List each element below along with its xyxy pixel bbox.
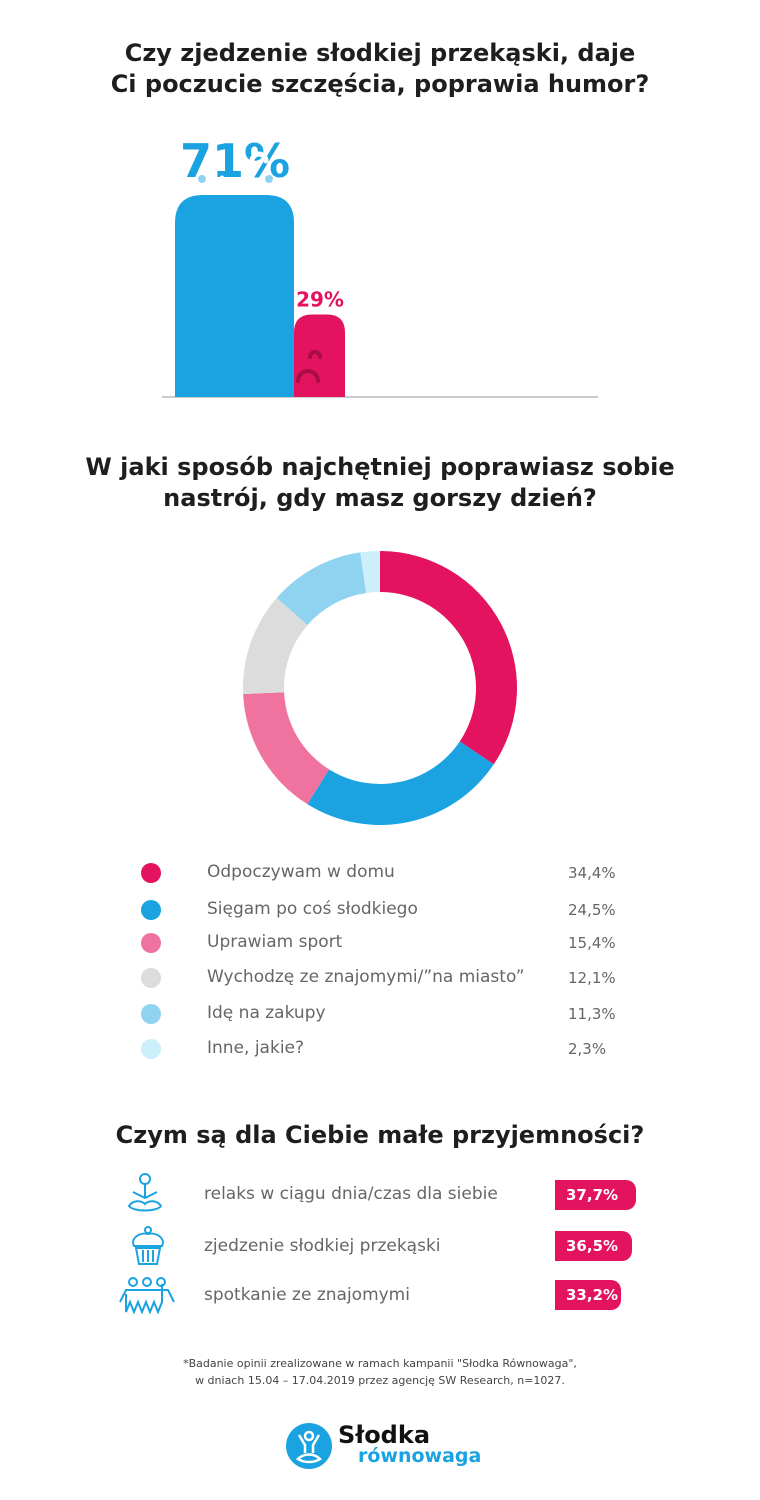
pleasure-value-badge: 37,7% xyxy=(555,1180,637,1210)
legend-color-dot xyxy=(141,933,161,953)
bar-value-label: 71% xyxy=(180,134,290,188)
legend-label: Wychodzę ze znajomymi/”na miasto” xyxy=(207,967,525,987)
title-q3: Czym są dla Ciebie małe przyjemności? xyxy=(115,1121,645,1149)
legend-value: 11,3% xyxy=(568,1005,616,1023)
pleasure-label: relaks w ciągu dnia/czas dla siebie xyxy=(204,1184,498,1204)
donut-slice xyxy=(276,552,367,625)
legend-label: Inne, jakie? xyxy=(207,1038,305,1058)
legend-label: Uprawiam sport xyxy=(207,932,343,952)
smiling-face-icon xyxy=(198,151,273,195)
legend-value: 12,1% xyxy=(568,969,616,987)
legend-label: Idę na zakupy xyxy=(207,1003,326,1023)
legend-value: 15,4% xyxy=(568,934,616,952)
donut-slice xyxy=(243,598,308,695)
title-q2: W jaki sposób najchętniej poprawiasz sob… xyxy=(85,453,675,512)
legend-label: Sięgam po coś słodkiego xyxy=(207,899,418,919)
pleasure-value-badge: 33,2% xyxy=(555,1280,621,1310)
mood-donut-chart xyxy=(243,551,517,825)
legend-value: 34,4% xyxy=(568,864,616,882)
legend-color-dot xyxy=(141,900,161,920)
friends-icon xyxy=(119,1277,175,1314)
legend-label: Odpoczywam w domu xyxy=(207,862,395,882)
legend-color-dot xyxy=(141,968,161,988)
logo-line1: Słodka xyxy=(338,1421,431,1449)
donut-slice xyxy=(243,692,330,805)
legend-value: 2,3% xyxy=(568,1040,607,1058)
title-q1: Czy zjedzenie słodkiej przekąski, daje C… xyxy=(110,39,650,98)
legend-value: 24,5% xyxy=(568,901,616,919)
legend-color-dot xyxy=(141,863,161,883)
bar-tak xyxy=(175,195,294,397)
happiness-bar-chart: 71% 29% xyxy=(162,134,598,398)
pleasure-label: spotkanie ze znajomymi xyxy=(204,1285,410,1305)
pleasure-value-badge: 36,5% xyxy=(555,1231,633,1261)
bar-value-label: 29% xyxy=(296,287,344,311)
legend-color-dot xyxy=(141,1039,161,1059)
footnote: *Badanie opinii zrealizowane w ramach ka… xyxy=(0,1355,760,1389)
pleasure-label: zjedzenie słodkiej przekąski xyxy=(204,1236,441,1256)
cupcake-icon xyxy=(132,1226,164,1265)
donut-slice xyxy=(307,741,494,825)
meditation-icon xyxy=(127,1173,163,1212)
footnote-line: *Badanie opinii zrealizowane w ramach ka… xyxy=(183,1357,577,1370)
legend-color-dot xyxy=(141,1004,161,1024)
logo-line2: równowaga xyxy=(358,1445,482,1467)
logo: Słodka równowaga xyxy=(286,1421,481,1473)
logo-meditation-icon xyxy=(286,1423,332,1469)
donut-slice xyxy=(380,551,517,765)
donut-slice xyxy=(360,551,380,594)
sad-face-icon xyxy=(296,350,322,383)
footnote-line: w dniach 15.04 – 17.04.2019 przez agencj… xyxy=(195,1374,565,1387)
